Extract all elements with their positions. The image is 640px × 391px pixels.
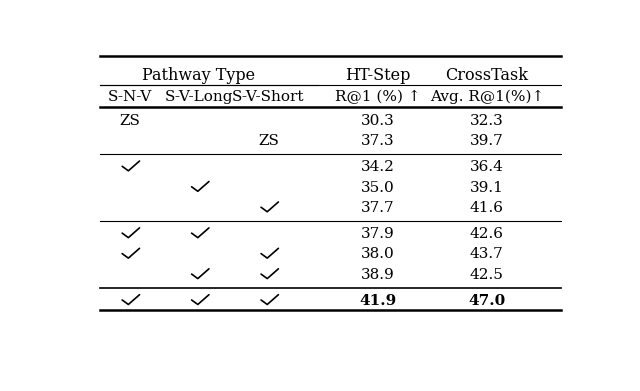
- Text: 35.0: 35.0: [361, 181, 394, 194]
- Text: 36.4: 36.4: [470, 160, 504, 174]
- Text: 37.9: 37.9: [361, 227, 394, 241]
- Text: 37.3: 37.3: [361, 134, 394, 148]
- Text: Pathway Type: Pathway Type: [143, 67, 255, 84]
- Text: 41.9: 41.9: [359, 294, 396, 308]
- Text: CrossTask: CrossTask: [445, 67, 528, 84]
- Text: S-V-Short: S-V-Short: [232, 90, 305, 104]
- Text: 39.1: 39.1: [470, 181, 504, 194]
- Text: 37.7: 37.7: [361, 201, 394, 215]
- Text: 34.2: 34.2: [361, 160, 394, 174]
- Text: 32.3: 32.3: [470, 114, 504, 128]
- Text: R@1 (%) ↑: R@1 (%) ↑: [335, 90, 420, 104]
- Text: S-V-Long: S-V-Long: [164, 90, 234, 104]
- Text: 42.5: 42.5: [470, 268, 504, 282]
- Text: HT-Step: HT-Step: [345, 67, 410, 84]
- Text: 39.7: 39.7: [470, 134, 504, 148]
- Text: ZS: ZS: [258, 134, 279, 148]
- Text: 38.0: 38.0: [361, 248, 394, 261]
- Text: 47.0: 47.0: [468, 294, 506, 308]
- Text: 41.6: 41.6: [470, 201, 504, 215]
- Text: Avg. R@1(%)↑: Avg. R@1(%)↑: [429, 90, 544, 104]
- Text: 42.6: 42.6: [470, 227, 504, 241]
- Text: ZS: ZS: [119, 114, 140, 128]
- Text: 30.3: 30.3: [361, 114, 394, 128]
- Text: 38.9: 38.9: [361, 268, 394, 282]
- Text: S-N-V: S-N-V: [108, 90, 152, 104]
- Text: 43.7: 43.7: [470, 248, 504, 261]
